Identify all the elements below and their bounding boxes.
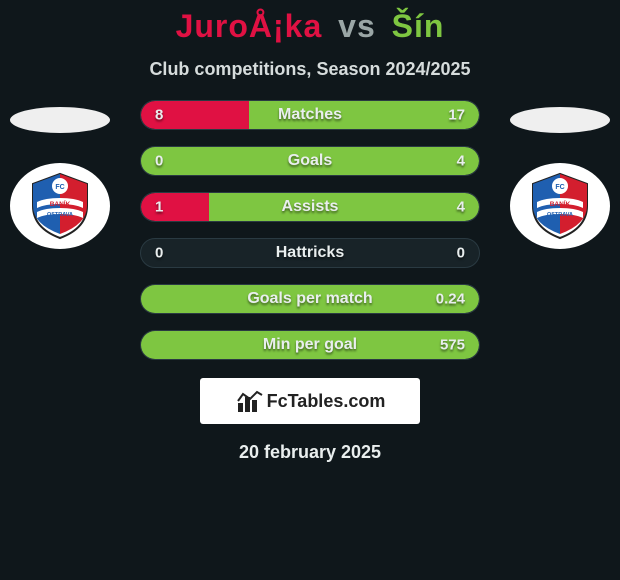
- stat-label: Matches: [141, 106, 479, 124]
- vs-label: vs: [338, 8, 376, 44]
- stat-value-right: 4: [457, 199, 465, 216]
- brand-badge: FcTables.com: [200, 378, 420, 424]
- club-name-bottom: OSTRAVA: [47, 212, 73, 218]
- player1-club-badge: FC BANÍK OSTRAVA: [10, 163, 110, 249]
- brand-logo-icon: [235, 387, 265, 415]
- stat-label: Assists: [141, 198, 479, 216]
- stat-bars: Matches817Goals04Assists14Hattricks00Goa…: [140, 100, 480, 360]
- stat-value-right: 17: [448, 107, 465, 124]
- left-player-column: FC BANÍK OSTRAVA: [0, 100, 120, 249]
- stat-label: Hattricks: [141, 244, 479, 262]
- stat-value-right: 0.24: [436, 291, 465, 308]
- svg-text:BANÍK: BANÍK: [550, 199, 571, 208]
- club-shield-icon: FC BANÍK OSTRAVA: [529, 172, 591, 240]
- svg-text:FC: FC: [555, 184, 564, 191]
- player2-portrait-placeholder: [510, 107, 610, 133]
- content-area: FC BANÍK OSTRAVA FC BANÍK OSTRAVA: [0, 100, 620, 360]
- stat-value-left: 8: [155, 107, 163, 124]
- comparison-title: JuroÅ¡ka vs Šín: [0, 0, 620, 45]
- stat-label: Goals: [141, 152, 479, 170]
- stat-row: Hattricks0 0: [140, 238, 480, 268]
- stat-value-left: 1: [155, 199, 163, 216]
- stat-label: Min per goal: [141, 336, 479, 354]
- stat-value-right: 0: [457, 245, 465, 262]
- player2-name: Šín: [392, 8, 445, 44]
- stat-row: Goals per match0.24: [140, 284, 480, 314]
- club-name-top: BANÍK: [50, 199, 71, 208]
- stat-value-left: 0: [155, 153, 163, 170]
- player1-portrait-placeholder: [10, 107, 110, 133]
- stat-value-right: 4: [457, 153, 465, 170]
- player1-name: JuroÅ¡ka: [176, 8, 323, 44]
- right-player-column: FC BANÍK OSTRAVA: [500, 100, 620, 249]
- date-label: 20 february 2025: [0, 442, 620, 463]
- stat-row: Goals0 4: [140, 146, 480, 176]
- stat-label: Goals per match: [141, 290, 479, 308]
- player2-club-badge: FC BANÍK OSTRAVA: [510, 163, 610, 249]
- club-shield-icon: FC BANÍK OSTRAVA: [29, 172, 91, 240]
- stat-row: Assists1 4: [140, 192, 480, 222]
- brand-text: FcTables.com: [267, 391, 386, 412]
- stat-value-right: 575: [440, 337, 465, 354]
- subtitle: Club competitions, Season 2024/2025: [0, 59, 620, 80]
- club-initials: FC: [55, 184, 64, 191]
- stat-row: Matches8 17: [140, 100, 480, 130]
- svg-text:OSTRAVA: OSTRAVA: [547, 212, 573, 218]
- stat-value-left: 0: [155, 245, 163, 262]
- stat-row: Min per goal575: [140, 330, 480, 360]
